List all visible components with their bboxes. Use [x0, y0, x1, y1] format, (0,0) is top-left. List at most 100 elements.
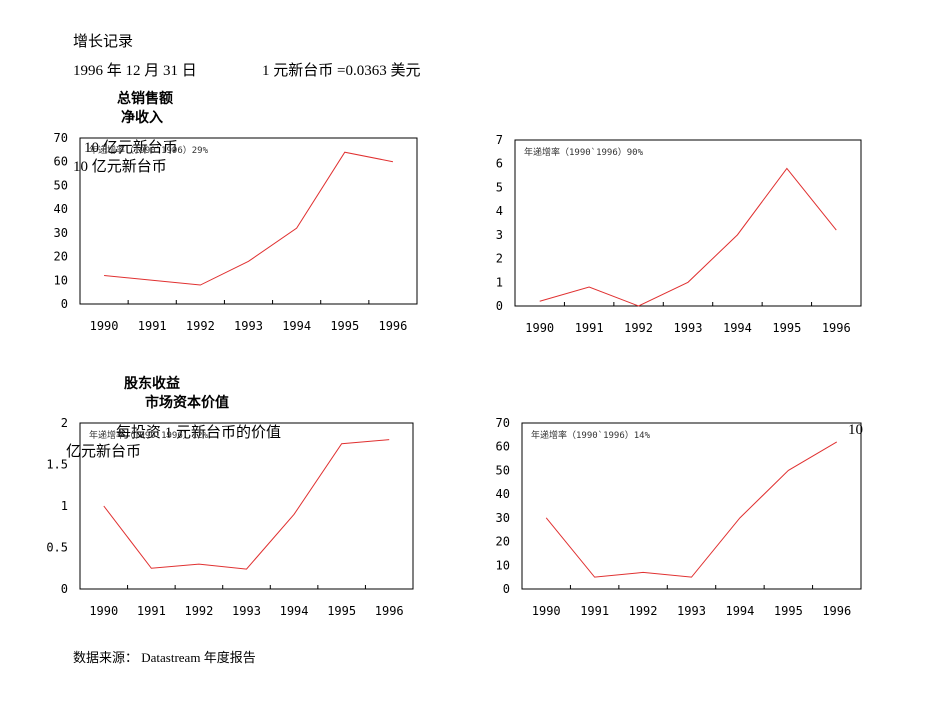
y-tick-label-total-sales: 60 — [54, 155, 68, 169]
data-point-total-sales — [344, 151, 346, 153]
unit-label-market-cap-extra: 10 — [848, 422, 863, 438]
y-tick-label-total-sales: 10 — [54, 273, 68, 287]
y-tick-label-market-cap: 10 — [496, 558, 510, 572]
y-tick-label-net-income: 0 — [496, 299, 503, 313]
y-tick-label-shareholder-earnings: 1.5 — [46, 458, 68, 472]
x-tick-label-market-cap: 1993 — [677, 604, 706, 618]
x-tick-label-shareholder-earnings: 1996 — [375, 604, 404, 618]
data-point-market-cap — [836, 441, 838, 443]
x-tick-label-net-income: 1993 — [674, 321, 703, 335]
data-point-shareholder-earnings — [103, 505, 105, 507]
plot-frame-total-sales — [79, 137, 418, 305]
y-tick-label-market-cap: 50 — [496, 463, 510, 477]
data-point-total-sales — [247, 260, 249, 262]
x-tick-label-market-cap: 1995 — [774, 604, 803, 618]
x-tick-label-total-sales: 1991 — [138, 319, 167, 333]
x-tick-label-total-sales: 1995 — [330, 319, 359, 333]
data-point-market-cap — [739, 517, 741, 519]
y-tick-label-total-sales: 0 — [61, 297, 68, 311]
y-tick-label-total-sales: 20 — [54, 250, 68, 264]
chart-title-total-sales: 总销售额 — [117, 91, 173, 107]
data-point-shareholder-earnings — [388, 438, 390, 440]
data-point-total-sales — [295, 227, 297, 229]
plot-frame-market-cap — [521, 422, 862, 590]
data-point-net-income — [736, 234, 738, 236]
y-tick-label-net-income: 6 — [496, 157, 503, 171]
data-point-shareholder-earnings — [340, 443, 342, 445]
data-point-shareholder-earnings — [198, 563, 200, 565]
x-tick-label-shareholder-earnings: 1990 — [89, 604, 118, 618]
chart-title-net-income: 净收入 — [121, 110, 163, 126]
y-tick-label-shareholder-earnings: 1 — [61, 499, 68, 513]
y-tick-label-market-cap: 40 — [496, 487, 510, 501]
y-tick-label-total-sales: 50 — [54, 178, 68, 192]
y-tick-label-market-cap: 30 — [496, 511, 510, 525]
x-tick-label-total-sales: 1992 — [186, 319, 215, 333]
y-tick-label-market-cap: 70 — [496, 416, 510, 430]
x-tick-label-market-cap: 1990 — [532, 604, 561, 618]
series-line-shareholder-earnings — [103, 439, 390, 570]
x-tick-label-total-sales: 1994 — [282, 319, 311, 333]
data-point-market-cap — [642, 571, 644, 573]
data-point-net-income — [539, 300, 541, 302]
data-point-total-sales — [392, 161, 394, 163]
growth-note-shareholder-earnings: 年递增率（1990`1996）12% — [89, 429, 209, 441]
y-tick-label-net-income: 5 — [496, 180, 503, 194]
unit-label-total-sales: 10 亿元新台币 — [84, 140, 178, 156]
chart-title-shareholder-earnings: 股东收益 — [124, 376, 180, 392]
x-tick-label-shareholder-earnings: 1995 — [327, 604, 356, 618]
data-point-net-income — [588, 286, 590, 288]
x-tick-label-shareholder-earnings: 1992 — [184, 604, 213, 618]
x-tick-label-market-cap: 1991 — [580, 604, 609, 618]
report-date: 1996 年 12 月 31 日 — [73, 63, 197, 79]
y-tick-label-net-income: 2 — [496, 252, 503, 266]
y-tick-label-net-income: 3 — [496, 228, 503, 242]
data-point-net-income — [835, 229, 837, 231]
x-tick-label-total-sales: 1993 — [234, 319, 263, 333]
y-tick-label-net-income: 1 — [496, 275, 503, 289]
x-tick-label-net-income: 1990 — [525, 321, 554, 335]
y-tick-label-shareholder-earnings: 2 — [61, 416, 68, 430]
plot-frame-shareholder-earnings — [79, 422, 414, 590]
unit-label-net-income: 10 亿元新台币 — [73, 159, 167, 175]
growth-note-total-sales: 年递增率（1990`1996）29% — [89, 144, 209, 156]
growth-note-net-income: 年递增率（1990`1996）90% — [524, 146, 644, 158]
data-point-total-sales — [199, 284, 201, 286]
x-tick-label-market-cap: 1994 — [725, 604, 754, 618]
y-tick-label-net-income: 7 — [496, 133, 503, 147]
data-point-net-income — [786, 167, 788, 169]
x-tick-label-market-cap: 1992 — [629, 604, 658, 618]
x-tick-label-shareholder-earnings: 1994 — [280, 604, 309, 618]
unit-label-shareholder-earnings: 亿元新台币 — [66, 444, 142, 460]
series-line-net-income — [539, 167, 837, 307]
growth-note-market-cap: 年递增率（1990`1996）14% — [531, 429, 651, 441]
data-point-market-cap — [787, 469, 789, 471]
x-tick-label-market-cap: 1996 — [822, 604, 851, 618]
y-tick-label-market-cap: 0 — [503, 582, 510, 596]
x-tick-label-net-income: 1992 — [624, 321, 653, 335]
data-point-total-sales — [103, 274, 105, 276]
exchange-rate: 1 元新台币 =0.0363 美元 — [262, 63, 421, 79]
y-tick-label-shareholder-earnings: 0.5 — [46, 541, 68, 555]
x-tick-label-net-income: 1995 — [772, 321, 801, 335]
x-tick-label-net-income: 1994 — [723, 321, 752, 335]
y-tick-label-total-sales: 30 — [54, 226, 68, 240]
y-tick-label-market-cap: 20 — [496, 535, 510, 549]
data-source: 数据来源： Datastream 年度报告 — [73, 650, 256, 665]
data-point-net-income — [687, 281, 689, 283]
series-line-market-cap — [545, 441, 838, 578]
y-tick-label-market-cap: 60 — [496, 440, 510, 454]
data-point-market-cap — [545, 517, 547, 519]
x-tick-label-total-sales: 1990 — [90, 319, 119, 333]
data-point-market-cap — [690, 576, 692, 578]
x-tick-label-shareholder-earnings: 1993 — [232, 604, 261, 618]
data-point-total-sales — [151, 279, 153, 281]
data-point-shareholder-earnings — [293, 513, 295, 515]
plot-frame-net-income — [514, 139, 862, 307]
x-tick-label-total-sales: 1996 — [378, 319, 407, 333]
y-tick-label-total-sales: 40 — [54, 202, 68, 216]
y-tick-label-shareholder-earnings: 0 — [61, 582, 68, 596]
data-point-net-income — [637, 305, 639, 307]
y-tick-label-total-sales: 70 — [54, 131, 68, 145]
